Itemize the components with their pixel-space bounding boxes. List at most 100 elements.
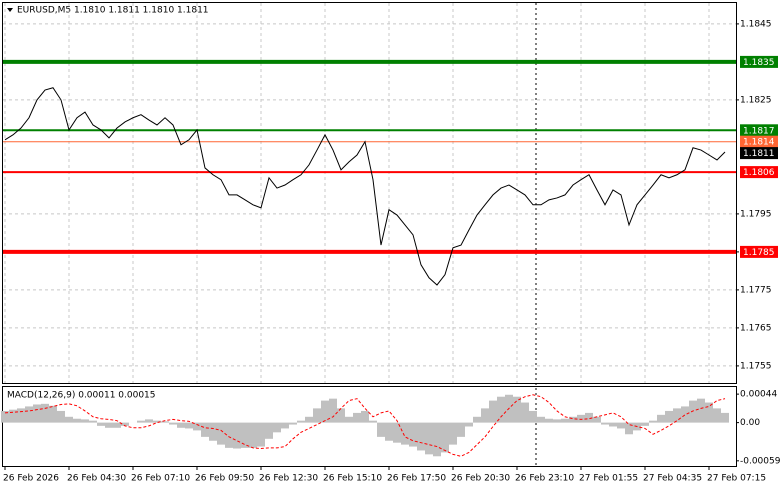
macd-bar: [425, 422, 433, 455]
macd-bar: [241, 422, 249, 448]
macd-bar: [249, 422, 257, 448]
macd-bar: [57, 410, 65, 423]
macd-bar: [137, 420, 145, 423]
macd-bar: [353, 412, 361, 423]
x-tick-label: 26 Feb 07:10: [131, 474, 190, 484]
price-line: [4, 87, 726, 286]
macd-bar: [569, 416, 577, 423]
level-label: 1.1835: [743, 58, 775, 68]
macd-bar: [281, 422, 289, 429]
macd-bar: [601, 422, 609, 425]
macd-bar: [145, 419, 153, 423]
macd-bar: [577, 414, 585, 423]
macd-bar: [537, 416, 545, 423]
macd-bar: [257, 422, 265, 447]
level-label: 1.1806: [743, 168, 775, 178]
macd-bar: [225, 422, 233, 448]
macd-bar: [273, 422, 281, 433]
x-tick-label: 26 Feb 17:50: [387, 474, 446, 484]
macd-bar: [617, 422, 625, 429]
macd-bar: [385, 422, 393, 441]
macd-bar: [289, 422, 297, 425]
macd-bar: [9, 409, 17, 423]
macd-bar: [689, 400, 697, 423]
macd-bar: [33, 404, 41, 423]
macd-bar: [337, 408, 345, 423]
macd-bar: [1, 410, 9, 423]
macd-bar: [649, 420, 657, 423]
macd-bar: [105, 422, 113, 428]
x-tick-label: 26 Feb 23:10: [515, 474, 574, 484]
macd-bar: [313, 408, 321, 423]
x-tick-label: 27 Feb 07:15: [707, 474, 766, 484]
macd-bar: [233, 422, 241, 449]
x-tick-label: 27 Feb 04:35: [643, 474, 702, 484]
macd-bar: [49, 405, 57, 423]
macd-bar: [409, 422, 417, 447]
macd-bar: [681, 406, 689, 423]
macd-bar: [489, 400, 497, 423]
macd-bar: [457, 422, 465, 437]
macd-bar: [209, 422, 217, 441]
chart-title: EURUSD,M5 1.1810 1.1811 1.1810 1.1811: [17, 6, 209, 16]
macd-bar: [641, 422, 649, 426]
macd-bar: [449, 422, 457, 445]
macd-bar: [305, 416, 313, 423]
macd-bar: [25, 406, 33, 423]
x-tick-label: 26 Feb 09:50: [195, 474, 254, 484]
y-tick-label: -0.00059: [740, 456, 781, 466]
macd-bar: [89, 420, 97, 423]
y-tick-label: 1.1775: [740, 285, 772, 295]
macd-bar: [417, 422, 425, 451]
macd-bar: [97, 422, 105, 426]
main-frame: [2, 2, 737, 384]
macd-bar: [81, 419, 89, 423]
level-label: 1.1785: [743, 248, 775, 258]
macd-bar: [121, 422, 129, 426]
macd-bar: [545, 418, 553, 423]
y-tick-label: 1.1755: [740, 361, 772, 371]
macd-bar: [561, 418, 569, 423]
macd-bar: [265, 422, 273, 439]
macd-bar: [473, 416, 481, 423]
x-tick-label: 26 Feb 04:30: [67, 474, 126, 484]
macd-bar: [497, 396, 505, 423]
macd-bar: [329, 398, 337, 423]
macd-frame: [2, 386, 737, 467]
macd-bar: [193, 422, 201, 431]
macd-bar: [153, 420, 161, 423]
macd-bar: [713, 408, 721, 423]
macd-bar: [217, 422, 225, 445]
level-label: 1.1814: [743, 138, 775, 148]
signal-line: [4, 394, 726, 457]
macd-bar: [185, 422, 193, 429]
last-price-label: 1.1811: [743, 149, 775, 159]
level-label-box: [740, 55, 778, 68]
macd-bar: [401, 422, 409, 445]
macd-bar: [113, 422, 121, 428]
macd-bar: [433, 422, 441, 457]
macd-bar: [521, 402, 529, 423]
x-tick-label: 26 Feb 15:10: [323, 474, 382, 484]
level-label-box: [740, 245, 778, 258]
macd-bar: [721, 412, 729, 423]
macd-bar: [593, 416, 601, 423]
y-tick-label: 1.1795: [740, 209, 772, 219]
macd-bar: [697, 398, 705, 423]
macd-bar: [177, 422, 185, 428]
macd-bar: [625, 422, 633, 435]
macd-bar: [369, 420, 377, 423]
y-tick-label: 1.1825: [740, 95, 772, 105]
y-tick-label: 1.1765: [740, 323, 772, 333]
y-tick-label: 1.1845: [740, 19, 772, 29]
macd-bar: [481, 408, 489, 423]
macd-bar: [665, 410, 673, 423]
x-tick-label: 27 Feb 01:55: [579, 474, 638, 484]
x-tick-label: 26 Feb 12:30: [259, 474, 318, 484]
macd-bar: [585, 412, 593, 423]
menu-triangle: [7, 8, 13, 12]
level-label-box: [740, 135, 778, 148]
macd-bar: [161, 421, 169, 423]
